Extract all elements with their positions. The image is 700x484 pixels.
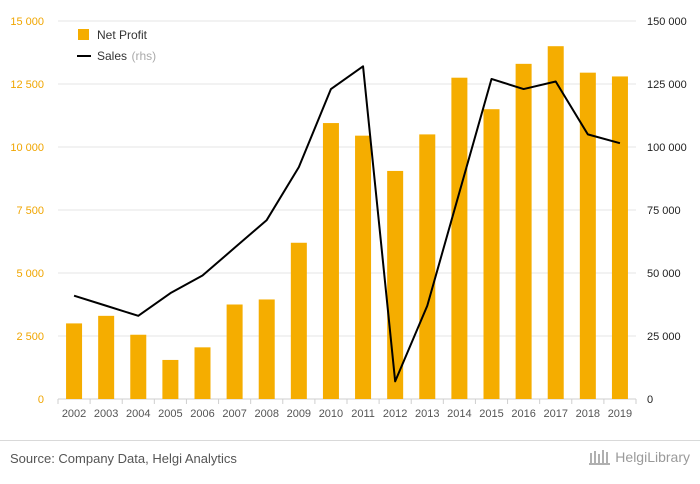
legend-sales-rhs: (rhs) — [131, 49, 156, 63]
left-axis-ticks: 0 2 500 5 000 7 500 10 000 12 500 15 000 — [10, 16, 44, 406]
net-profit-bar — [66, 323, 83, 399]
grid-lines — [58, 20, 636, 400]
net-profit-bar — [258, 299, 275, 399]
left-tick-label: 7 500 — [16, 205, 44, 217]
x-tick-label: 2013 — [415, 408, 439, 420]
x-tick-label: 2003 — [94, 408, 118, 420]
combo-chart: 0 2 500 5 000 7 500 10 000 12 500 15 000 0 25 0… — [10, 16, 687, 420]
x-tick-label: 2019 — [608, 408, 632, 420]
source-note: Source: Company Data, Helgi Analytics — [10, 451, 237, 466]
left-tick-label: 12 500 — [10, 79, 44, 91]
right-tick-label: 125 000 — [647, 79, 687, 91]
right-tick-label: 0 — [647, 394, 653, 406]
net-profit-bar — [547, 46, 564, 399]
right-tick-label: 150 000 — [647, 16, 687, 28]
x-tick-label: 2009 — [287, 408, 311, 420]
net-profit-bar — [579, 72, 596, 399]
library-building-icon — [589, 450, 611, 465]
right-tick-label: 50 000 — [647, 268, 681, 280]
legend-net-profit-swatch — [78, 29, 89, 40]
legend: Net Profit Sales (rhs) — [77, 28, 156, 64]
net-profit-bar — [290, 242, 307, 399]
left-tick-label: 15 000 — [10, 16, 44, 28]
x-tick-label: 2002 — [62, 408, 86, 420]
x-tick-label: 2011 — [351, 408, 375, 420]
right-axis-ticks: 0 25 000 50 000 75 000 100 000 125 000 150 000 — [647, 16, 687, 406]
left-tick-label: 10 000 — [10, 142, 44, 154]
left-tick-label: 2 500 — [16, 331, 44, 343]
left-tick-label: 5 000 — [16, 268, 44, 280]
sales-line — [73, 65, 621, 383]
net-profit-bar — [322, 123, 339, 399]
legend-sales-name: Sales — [97, 49, 127, 63]
x-tick-label: 2012 — [383, 408, 407, 420]
net-profit-bar — [419, 134, 436, 399]
x-tick-label: 2018 — [576, 408, 600, 420]
x-tick-label: 2010 — [319, 408, 343, 420]
x-axis-ticks: 2002 2003 2004 2005 2006 2007 2008 2009 2010 2011… — [57, 399, 637, 420]
net-profit-bar — [162, 359, 179, 399]
left-tick-label: 0 — [38, 394, 44, 406]
logo-text: HelgiLibrary — [615, 449, 690, 465]
right-tick-label: 100 000 — [647, 142, 687, 154]
net-profit-bar — [483, 109, 500, 399]
net-profit-bar — [451, 77, 468, 399]
x-tick-label: 2016 — [511, 408, 535, 420]
net-profit-bar — [355, 135, 372, 399]
net-profit-bar — [515, 63, 532, 400]
net-profit-bar — [611, 76, 628, 399]
net-profit-bar — [194, 347, 211, 399]
legend-net-profit-label: Net Profit — [97, 28, 148, 42]
helgi-library-logo: HelgiLibrary — [589, 449, 690, 465]
x-tick-label: 2006 — [190, 408, 214, 420]
x-tick-label: 2007 — [222, 408, 246, 420]
x-tick-label: 2017 — [543, 408, 567, 420]
x-tick-label: 2004 — [126, 408, 150, 420]
net-profit-bar — [130, 334, 147, 399]
sales-line-path — [73, 65, 621, 383]
footer: Source: Company Data, Helgi Analytics He… — [0, 440, 700, 484]
right-tick-label: 75 000 — [647, 205, 681, 217]
x-tick-label: 2015 — [479, 408, 503, 420]
net-profit-bar — [387, 170, 404, 399]
net-profit-bars — [66, 46, 628, 400]
x-tick-label: 2005 — [158, 408, 182, 420]
net-profit-bar — [226, 304, 243, 399]
x-tick-label: 2014 — [447, 408, 471, 420]
net-profit-bar — [98, 315, 115, 399]
legend-sales-label: Sales (rhs) — [97, 47, 156, 64]
right-tick-label: 25 000 — [647, 331, 681, 343]
x-tick-label: 2008 — [254, 408, 278, 420]
